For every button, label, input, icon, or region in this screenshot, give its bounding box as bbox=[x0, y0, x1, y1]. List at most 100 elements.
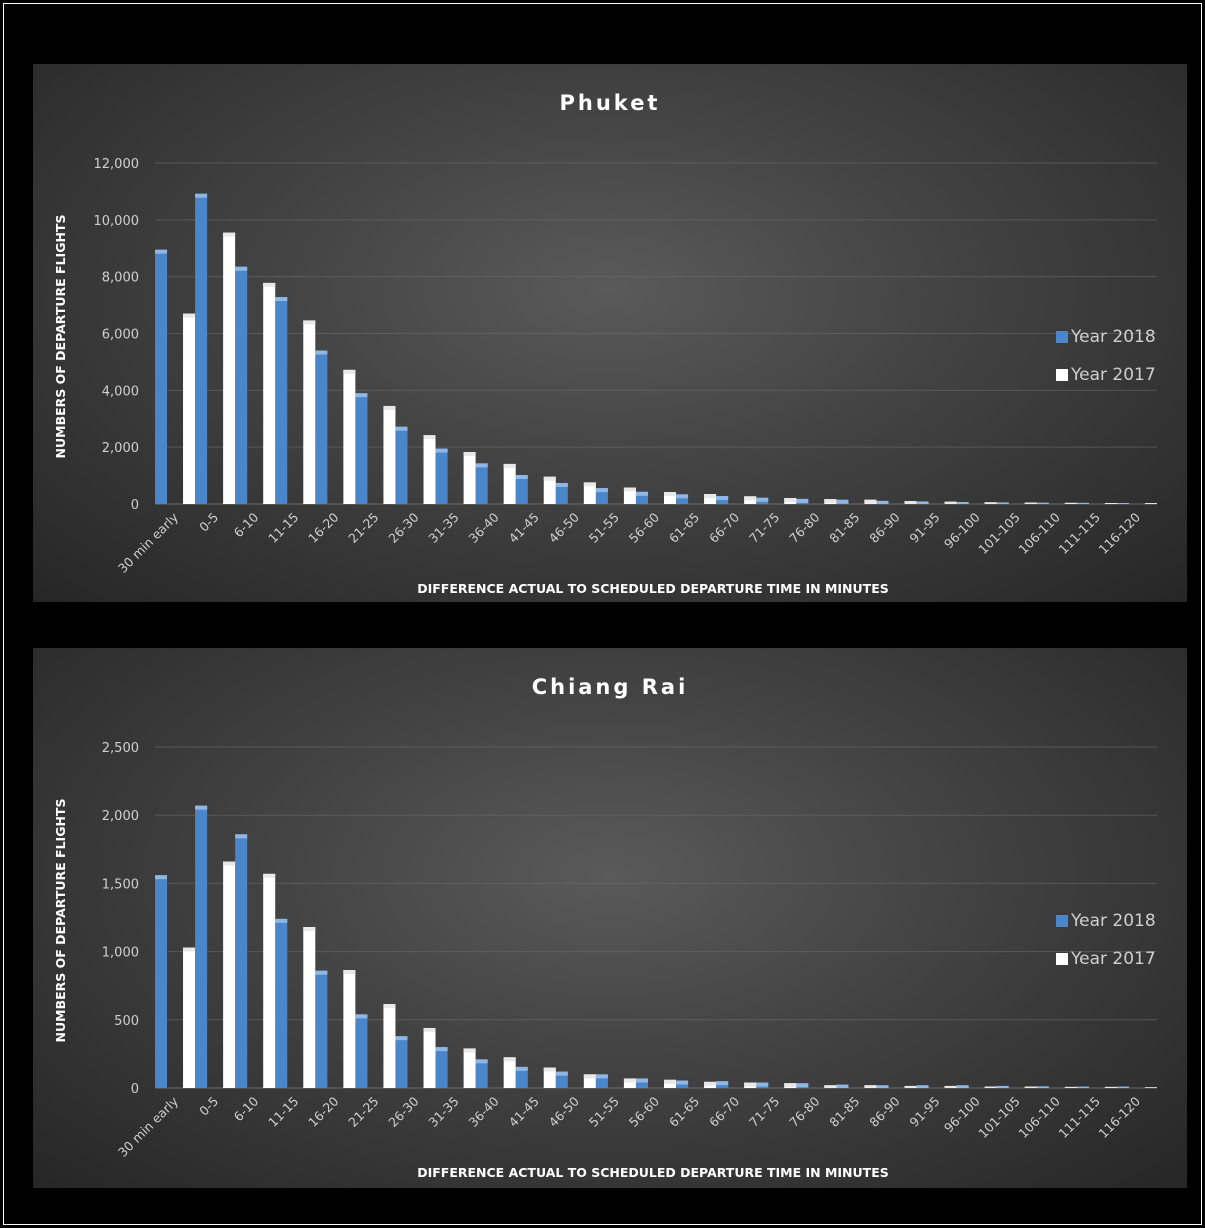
y-tick-label: 1,500 bbox=[102, 877, 139, 892]
bar-cap bbox=[984, 1086, 997, 1088]
bar-cap bbox=[1144, 503, 1157, 504]
bar-cap bbox=[263, 873, 276, 878]
bar-cap bbox=[235, 266, 248, 271]
bar-cap bbox=[796, 498, 809, 503]
bar-year-2018 bbox=[475, 463, 488, 504]
bar-cap bbox=[355, 393, 368, 398]
chart-title: Phuket bbox=[560, 91, 661, 115]
bar-year-2018 bbox=[435, 1047, 448, 1088]
bar-year-2018 bbox=[435, 448, 448, 504]
x-tick-label: 36-40 bbox=[466, 509, 502, 545]
bar-year-2017 bbox=[704, 494, 717, 504]
bar-cap bbox=[744, 1082, 757, 1087]
bar-cap bbox=[996, 502, 1009, 504]
x-axis-title: DIFFERENCE ACTUAL TO SCHEDULED DEPARTURE… bbox=[417, 581, 889, 596]
bar-year-2018 bbox=[155, 875, 168, 1088]
y-tick-label: 2,500 bbox=[102, 741, 139, 756]
bar-cap bbox=[583, 1074, 596, 1079]
bar-cap bbox=[275, 918, 288, 923]
chart-chiang-rai: Chiang Rai 0 500 1,000 1,500 2,000 2,500 NUMBER… bbox=[53, 675, 1157, 1180]
bar-year-2018 bbox=[475, 1059, 488, 1088]
bar-cap bbox=[263, 282, 276, 287]
y-tick-label: 500 bbox=[114, 1014, 139, 1029]
x-tick-label: 106-110 bbox=[1015, 1093, 1063, 1141]
x-tick-label: 21-25 bbox=[345, 510, 381, 546]
bar-cap bbox=[824, 499, 837, 504]
bar-year-2018 bbox=[395, 426, 408, 504]
bar-year-2017 bbox=[543, 476, 556, 504]
bar-cap bbox=[716, 496, 729, 501]
bar-year-2017 bbox=[664, 492, 676, 504]
y-tick-label: 0 bbox=[131, 1082, 139, 1097]
y-tick-label: 2,000 bbox=[102, 809, 139, 824]
bar-cap bbox=[864, 499, 877, 504]
bar-cap bbox=[435, 448, 448, 453]
bar-year-2017 bbox=[263, 873, 276, 1088]
y-tick-label: 12,000 bbox=[94, 157, 140, 172]
bar-cap bbox=[1036, 502, 1049, 504]
bar-year-2018 bbox=[555, 1071, 568, 1088]
bar-cap bbox=[155, 875, 168, 880]
x-tick-label: 16-20 bbox=[305, 1093, 341, 1129]
bar-cap bbox=[595, 1074, 608, 1079]
bar-cap bbox=[383, 405, 396, 410]
bar-year-2018 bbox=[155, 249, 168, 504]
bar-year-2017 bbox=[583, 482, 596, 504]
bar-cap bbox=[195, 805, 208, 810]
x-tick-label: 81-85 bbox=[826, 510, 862, 546]
bar-cap bbox=[716, 1081, 729, 1086]
bar-cap bbox=[664, 1079, 676, 1084]
bar-cap bbox=[475, 1059, 488, 1064]
y-tick-label: 0 bbox=[131, 498, 139, 513]
bar-cap bbox=[904, 501, 917, 504]
legend-label-2017: Year 2017 bbox=[1070, 365, 1156, 385]
bar-cap bbox=[904, 1085, 917, 1088]
bar-cap bbox=[583, 482, 596, 487]
bar-cap bbox=[1076, 502, 1089, 504]
y-tick-label: 6,000 bbox=[102, 328, 139, 343]
bar-cap bbox=[1116, 503, 1129, 504]
bar-cap bbox=[676, 494, 689, 499]
bar-cap bbox=[303, 927, 316, 932]
bar-cap bbox=[676, 1080, 689, 1085]
bar-cap bbox=[916, 1085, 929, 1088]
bar-cap bbox=[956, 1085, 969, 1088]
bar-cap bbox=[223, 232, 236, 237]
legend-swatch-2017 bbox=[1056, 953, 1068, 965]
x-tick-label: 30 min early bbox=[115, 509, 182, 576]
x-tick-label: 0-5 bbox=[196, 1094, 221, 1119]
bar-cap bbox=[996, 1085, 1009, 1088]
bar-cap bbox=[595, 488, 608, 493]
x-tick-label: 86-90 bbox=[866, 509, 902, 545]
bar-cap bbox=[836, 499, 849, 504]
x-tick-label: 61-65 bbox=[666, 510, 702, 546]
bar-year-2017 bbox=[183, 313, 196, 504]
bar-year-2017 bbox=[423, 1027, 436, 1088]
x-tick-label: 76-80 bbox=[786, 1093, 822, 1129]
bar-year-2017 bbox=[263, 282, 276, 504]
bar-cap bbox=[543, 476, 556, 481]
bar-cap bbox=[744, 496, 757, 501]
bar-cap bbox=[383, 1004, 396, 1009]
bar-cap bbox=[876, 500, 889, 504]
bar-year-2017 bbox=[383, 1004, 396, 1088]
x-tick-label: 106-110 bbox=[1015, 509, 1063, 557]
bar-year-2017 bbox=[664, 1079, 676, 1088]
bar-cap bbox=[1076, 1086, 1089, 1088]
x-tick-label: 51-55 bbox=[586, 1094, 622, 1130]
chart-phuket: Phuket 0 2,000 4,000 6,000 8,000 10,000 12,000 N… bbox=[53, 91, 1157, 596]
legend-label-2018: Year 2018 bbox=[1070, 327, 1156, 347]
x-tick-label: 71-75 bbox=[746, 510, 782, 546]
y-tick-label: 4,000 bbox=[102, 384, 139, 399]
x-tick-label: 26-30 bbox=[385, 509, 421, 545]
bar-cap bbox=[636, 1078, 648, 1083]
legend-swatch-2017 bbox=[1056, 369, 1068, 381]
x-tick-label: 16-20 bbox=[305, 509, 341, 545]
chart-title: Chiang Rai bbox=[532, 675, 689, 699]
legend-label-2017: Year 2017 bbox=[1070, 949, 1156, 969]
bar-year-2017 bbox=[423, 435, 436, 504]
bar-year-2018 bbox=[235, 834, 248, 1088]
x-tick-label: 41-45 bbox=[506, 510, 542, 546]
bar-year-2017 bbox=[303, 320, 316, 504]
bar-cap bbox=[664, 492, 676, 497]
